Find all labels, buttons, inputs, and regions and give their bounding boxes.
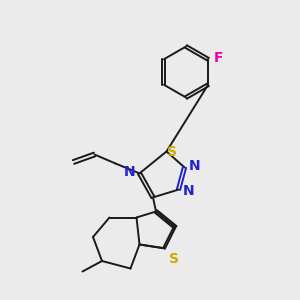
- Text: S: S: [167, 145, 178, 159]
- Text: N: N: [124, 165, 135, 178]
- Text: S: S: [169, 252, 178, 266]
- Text: N: N: [189, 159, 200, 172]
- Text: F: F: [214, 51, 223, 65]
- Text: N: N: [183, 184, 194, 198]
